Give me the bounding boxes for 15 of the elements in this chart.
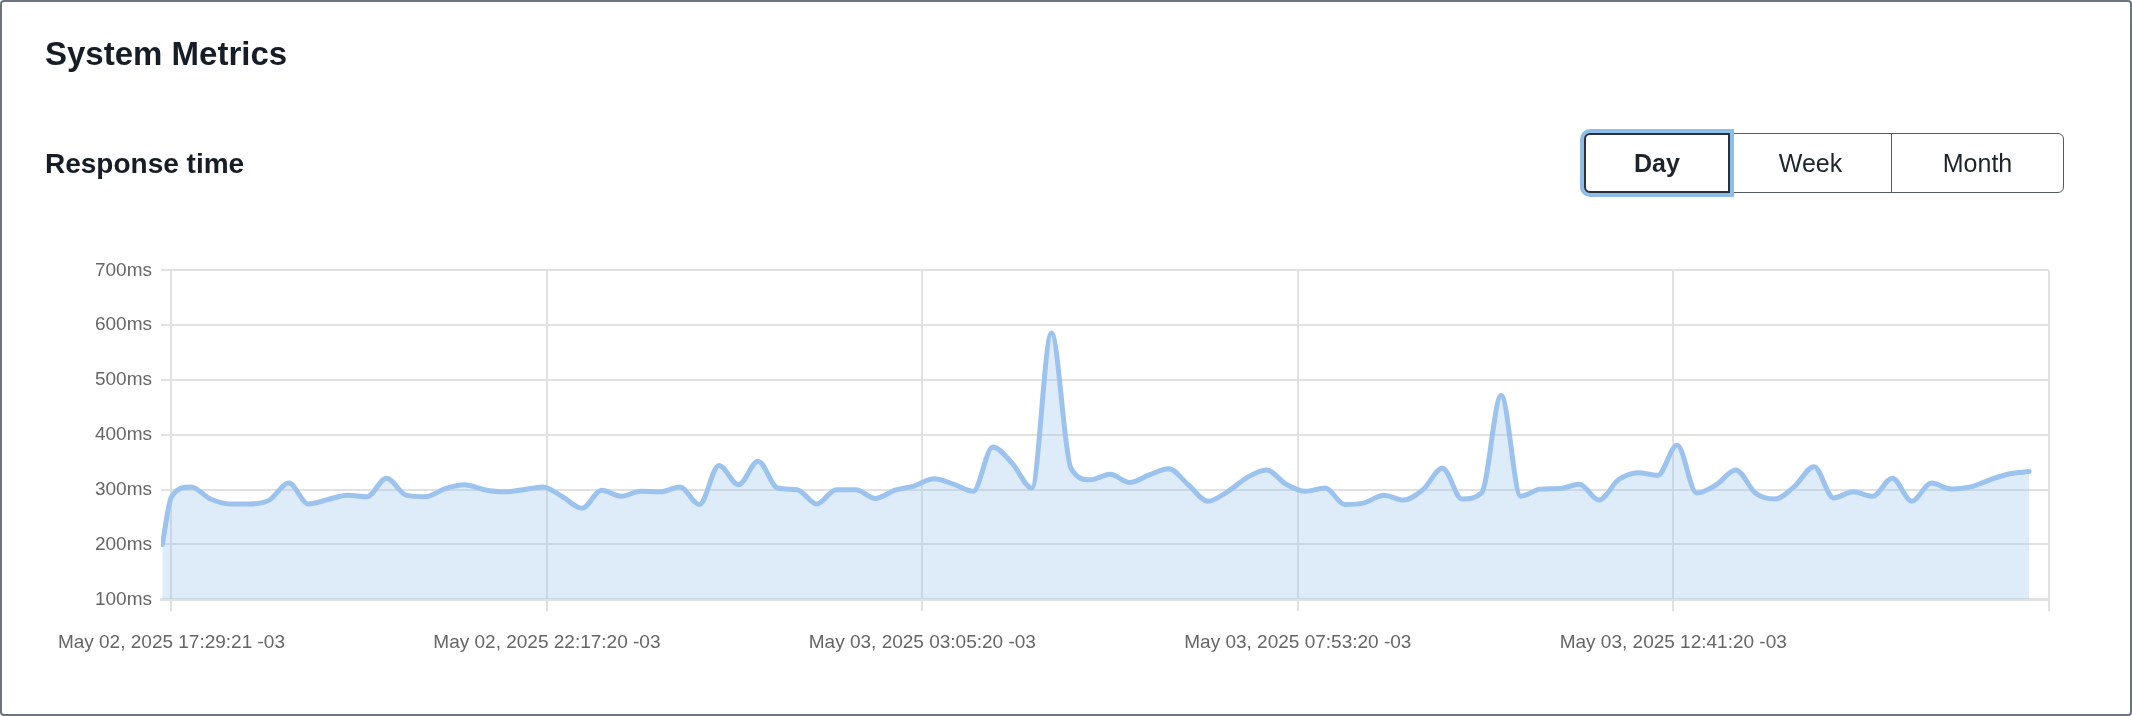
x-tick-label: May 03, 2025 07:53:20 -03 [1184, 630, 1412, 652]
y-tick-label: 400ms [94, 423, 152, 445]
y-tick-label: 600ms [94, 313, 152, 335]
y-tick-label: 500ms [94, 368, 152, 390]
toggle-button[interactable]: Month [1891, 133, 2064, 193]
y-tick-label: 700ms [94, 258, 152, 280]
chart-title: System Metrics [45, 34, 288, 74]
y-tick-label: 300ms [94, 477, 152, 499]
chart-subtitle: Response time [45, 147, 245, 181]
x-tick-label: May 03, 2025 12:41:20 -03 [1559, 630, 1787, 652]
y-tick-label: 200ms [94, 532, 152, 554]
x-tick-label: May 02, 2025 17:29:21 -03 [57, 630, 285, 652]
x-tick-label: May 03, 2025 03:05:20 -03 [808, 630, 1036, 652]
y-tick-label: 100ms [94, 587, 152, 609]
x-tick-label: May 02, 2025 22:17:20 -03 [433, 630, 661, 652]
